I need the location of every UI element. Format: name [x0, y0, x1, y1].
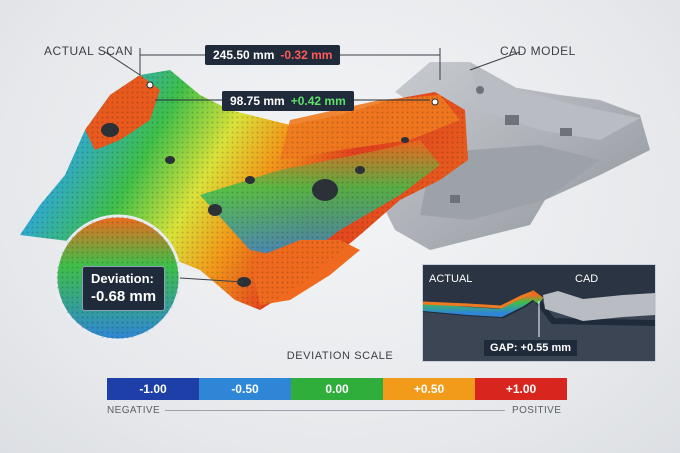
deviation-callout-title: Deviation:: [91, 271, 154, 286]
primary-measurement-delta: -0.32 mm: [280, 48, 333, 62]
cross-section-graphic: [423, 290, 655, 361]
scale-segment: +1.00: [475, 378, 567, 400]
cad-model-label: CAD MODEL: [500, 44, 576, 58]
secondary-measurement: 98.75 mm +0.42 mm: [222, 91, 354, 111]
scale-negative-label: NEGATIVE: [107, 405, 161, 416]
deviation-scale: -1.00 -0.50 0.00 +0.50 +1.00: [107, 378, 567, 400]
scale-segment: 0.00: [291, 378, 383, 400]
deviation-callout-value: -0.68 mm: [91, 288, 157, 305]
scale-segment: +0.50: [383, 378, 475, 400]
deviation-scale-title: DEVIATION SCALE: [286, 350, 394, 362]
inset-actual-label: ACTUAL: [429, 273, 473, 285]
deviation-callout: Deviation: -0.68 mm: [82, 266, 166, 311]
scale-segment: -0.50: [199, 378, 291, 400]
scale-axis-line: [165, 410, 505, 411]
secondary-measurement-delta: +0.42 mm: [290, 94, 346, 108]
primary-measurement-value: 245.50 mm: [213, 48, 275, 62]
scale-positive-label: POSITIVE: [512, 405, 562, 416]
actual-scan-label: ACTUAL SCAN: [44, 44, 134, 58]
gap-label: GAP: +0.55 mm: [484, 340, 578, 356]
scale-segment: -1.00: [107, 378, 199, 400]
inset-cad-label: CAD: [575, 273, 599, 285]
primary-measurement: 245.50 mm -0.32 mm: [205, 45, 341, 65]
secondary-measurement-value: 98.75 mm: [230, 94, 285, 108]
